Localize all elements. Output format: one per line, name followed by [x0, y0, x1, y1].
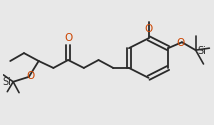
Text: Si: Si: [2, 77, 11, 87]
Text: O: O: [64, 33, 72, 43]
Text: O: O: [144, 24, 153, 34]
Text: O: O: [27, 71, 35, 81]
Text: Si: Si: [198, 46, 207, 56]
Text: O: O: [177, 38, 185, 48]
